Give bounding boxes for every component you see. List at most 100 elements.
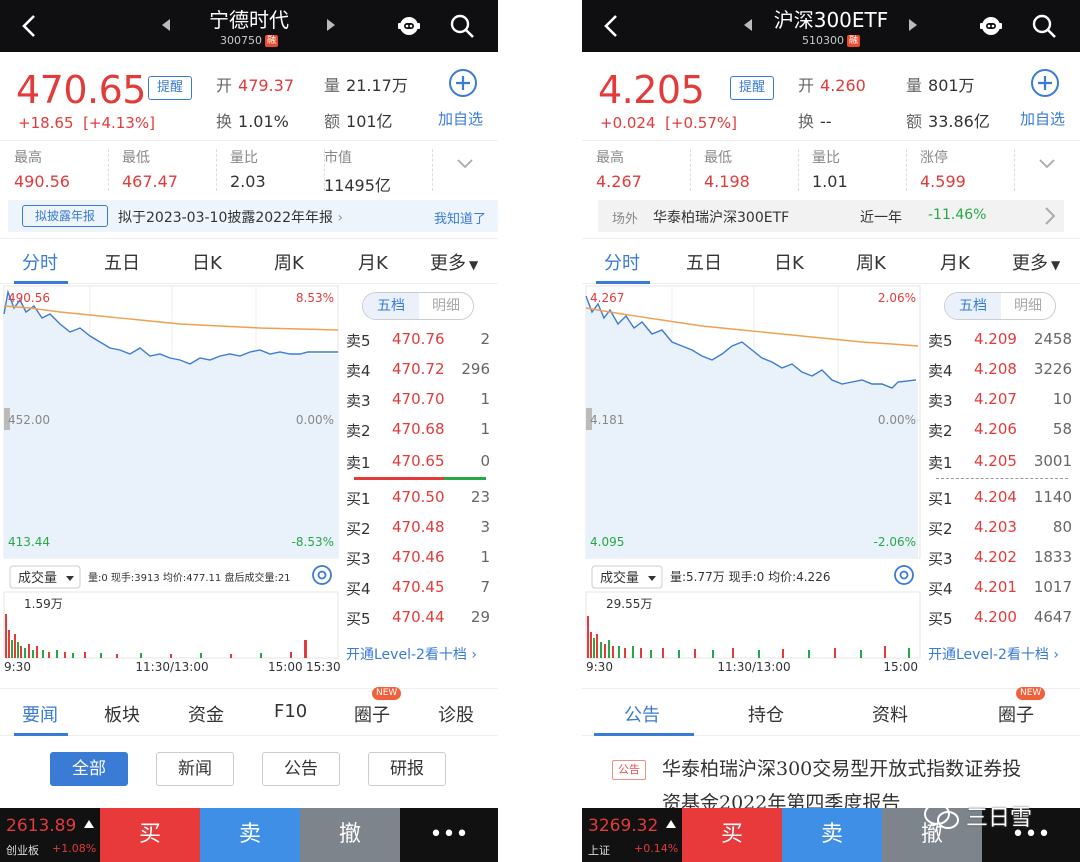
bottom-bar: 3269.32 上证 +0.14% 买 卖 撤 ••• [582, 808, 1080, 862]
add-favorite-label[interactable]: 加自选 [438, 110, 484, 128]
wechat-watermark: 三日雪 [912, 796, 1080, 836]
robot-icon[interactable] [979, 14, 1003, 38]
stat-limit-up: 涨停 4.599 [920, 150, 966, 191]
tab-funds[interactable]: 资金 [188, 705, 224, 726]
tab-monthly-k[interactable]: 月K [940, 253, 970, 274]
tab-five-day[interactable]: 五日 [104, 253, 140, 274]
next-stock-icon[interactable] [907, 18, 919, 32]
info-tabs: 要闻 板块 资金 F10 圈子 NEW 诊股 [0, 687, 498, 736]
cancel-order-button[interactable]: 撤 [882, 808, 982, 862]
bid-row: 买5 4.200 4647 [928, 608, 1072, 628]
add-favorite-icon[interactable] [1030, 68, 1060, 98]
divider [324, 149, 325, 191]
tab-five-day[interactable]: 五日 [686, 253, 722, 274]
ask-row: 卖3 4.207 10 [928, 390, 1072, 410]
chart-mid-pct: 0.00% [296, 413, 334, 427]
turnover-rate: 换 1.01% [216, 112, 289, 131]
settings-icon[interactable] [894, 565, 914, 585]
active-tab-underline [14, 281, 68, 284]
index-ticker[interactable]: 2613.89 创业板 +1.08% [0, 808, 100, 862]
chart-low-pct: -8.53% [292, 535, 334, 549]
volume-bars [587, 616, 910, 658]
trade-amount: 额 33.86亿 [906, 112, 990, 131]
volume-dropdown[interactable] [591, 565, 663, 589]
settings-icon[interactable] [312, 565, 332, 585]
tab-weekly-k[interactable]: 周K [274, 253, 304, 274]
last-price: 4.205 [598, 68, 705, 112]
index-ticker[interactable]: 3269.32 上证 +0.14% [582, 808, 682, 862]
tab-five-levels[interactable]: 五档 [945, 293, 1001, 319]
tab-intraday[interactable]: 分时 [22, 253, 58, 274]
tab-daily-k[interactable]: 日K [774, 253, 804, 274]
ask-row: 卖3 470.70 1 [346, 390, 490, 410]
tab-news[interactable]: 要闻 [22, 705, 58, 726]
add-favorite-label[interactable]: 加自选 [1020, 110, 1066, 128]
level2-upgrade-link[interactable]: 开通Level-2看十档 › [346, 647, 477, 663]
sell-button[interactable]: 卖 [200, 808, 300, 862]
cancel-order-button[interactable]: 撤 [300, 808, 400, 862]
tab-holdings[interactable]: 持仓 [748, 705, 784, 726]
bid-row: 买4 4.201 1017 [928, 578, 1072, 598]
buy-button[interactable]: 买 [100, 808, 200, 862]
tab-diagnosis[interactable]: 诊股 [438, 705, 474, 726]
tab-details[interactable]: 明细 [1014, 298, 1042, 314]
divider [216, 149, 217, 191]
quote-panel: 4.205 提醒 +0.024 [+0.57%] 开 4.260 量 801万 换-… [582, 56, 1080, 136]
tab-intraday[interactable]: 分时 [604, 253, 640, 274]
tab-five-levels[interactable]: 五档 [363, 293, 419, 319]
volume-bars [5, 614, 307, 658]
robot-icon[interactable] [397, 14, 421, 38]
top-bar: 沪深300ETF 510300 融 [582, 0, 1080, 52]
tab-more[interactable]: 更多 ▼ [1012, 253, 1061, 274]
tab-f10[interactable]: F10 [274, 701, 308, 722]
stat-volume-ratio: 量比 2.03 [230, 150, 266, 191]
margin-badge: 融 [264, 35, 278, 47]
tab-monthly-k[interactable]: 月K [358, 253, 388, 274]
prev-stock-icon[interactable] [742, 18, 754, 32]
back-icon[interactable] [16, 12, 44, 40]
stock-code: 510300 融 [801, 34, 860, 47]
filter-all[interactable]: 全部 [50, 752, 128, 786]
intraday-chart[interactable]: 490.56 8.53% 452.00 0.00% 413.44 -8.53% … [0, 284, 340, 684]
volume-dropdown[interactable] [9, 565, 81, 589]
chart-mid-label: 4.181 [590, 413, 624, 427]
search-icon[interactable] [1031, 13, 1057, 39]
otc-fund-banner[interactable]: 场外 华泰柏瑞沪深300ETF 近一年 -11.46% [598, 200, 1064, 232]
tab-weekly-k[interactable]: 周K [856, 253, 886, 274]
search-icon[interactable] [449, 13, 475, 39]
more-button[interactable]: ••• [400, 808, 498, 862]
news-filters: 全部 新闻 公告 研报 [0, 736, 498, 808]
next-stock-icon[interactable] [325, 18, 337, 32]
filter-research[interactable]: 研报 [368, 752, 446, 786]
notice-text[interactable]: 拟于2023-03-10披露2022年年报 › [118, 210, 344, 226]
order-book: 五档 明细 卖5 470.76 2 卖4 470.72 296 卖3 470.70 1 卖2… [340, 284, 498, 674]
tab-more[interactable]: 更多 ▼ [430, 253, 479, 274]
chevron-down-icon[interactable] [1038, 158, 1056, 170]
dismiss-link[interactable]: 我知道了 [433, 212, 486, 227]
tab-sectors[interactable]: 板块 [104, 705, 140, 726]
bid-row: 买2 4.203 80 [928, 518, 1072, 538]
alert-button[interactable]: 提醒 [148, 76, 192, 100]
filter-news[interactable]: 新闻 [156, 752, 234, 786]
sell-button[interactable]: 卖 [782, 808, 882, 862]
chart-mid-label: 452.00 [8, 413, 50, 427]
tab-community[interactable]: 圈子 [998, 705, 1034, 726]
more-button[interactable]: ••• [982, 808, 1080, 862]
buy-button[interactable]: 买 [682, 808, 782, 862]
ask-row: 卖2 470.68 1 [346, 420, 490, 440]
tab-community[interactable]: 圈子 [354, 705, 390, 726]
prev-stock-icon[interactable] [160, 18, 172, 32]
add-favorite-icon[interactable] [448, 68, 478, 98]
tab-announcements[interactable]: 公告 [624, 705, 660, 726]
tab-daily-k[interactable]: 日K [192, 253, 222, 274]
chevron-down-icon[interactable] [456, 158, 474, 170]
tab-profile[interactable]: 资料 [872, 705, 908, 726]
intraday-chart[interactable]: 4.267 2.06% 4.181 0.00% 4.095 -2.06% 成交量… [582, 284, 922, 684]
tab-details[interactable]: 明细 [432, 298, 460, 314]
filter-announcements[interactable]: 公告 [262, 752, 340, 786]
alert-button[interactable]: 提醒 [730, 76, 774, 100]
disclosure-notice: 拟披露年报 拟于2023-03-10披露2022年年报 › 我知道了 [8, 200, 498, 232]
watermark-text: 三日雪 [966, 806, 1033, 831]
back-icon[interactable] [598, 12, 626, 40]
level2-upgrade-link[interactable]: 开通Level-2看十档 › [928, 647, 1059, 663]
